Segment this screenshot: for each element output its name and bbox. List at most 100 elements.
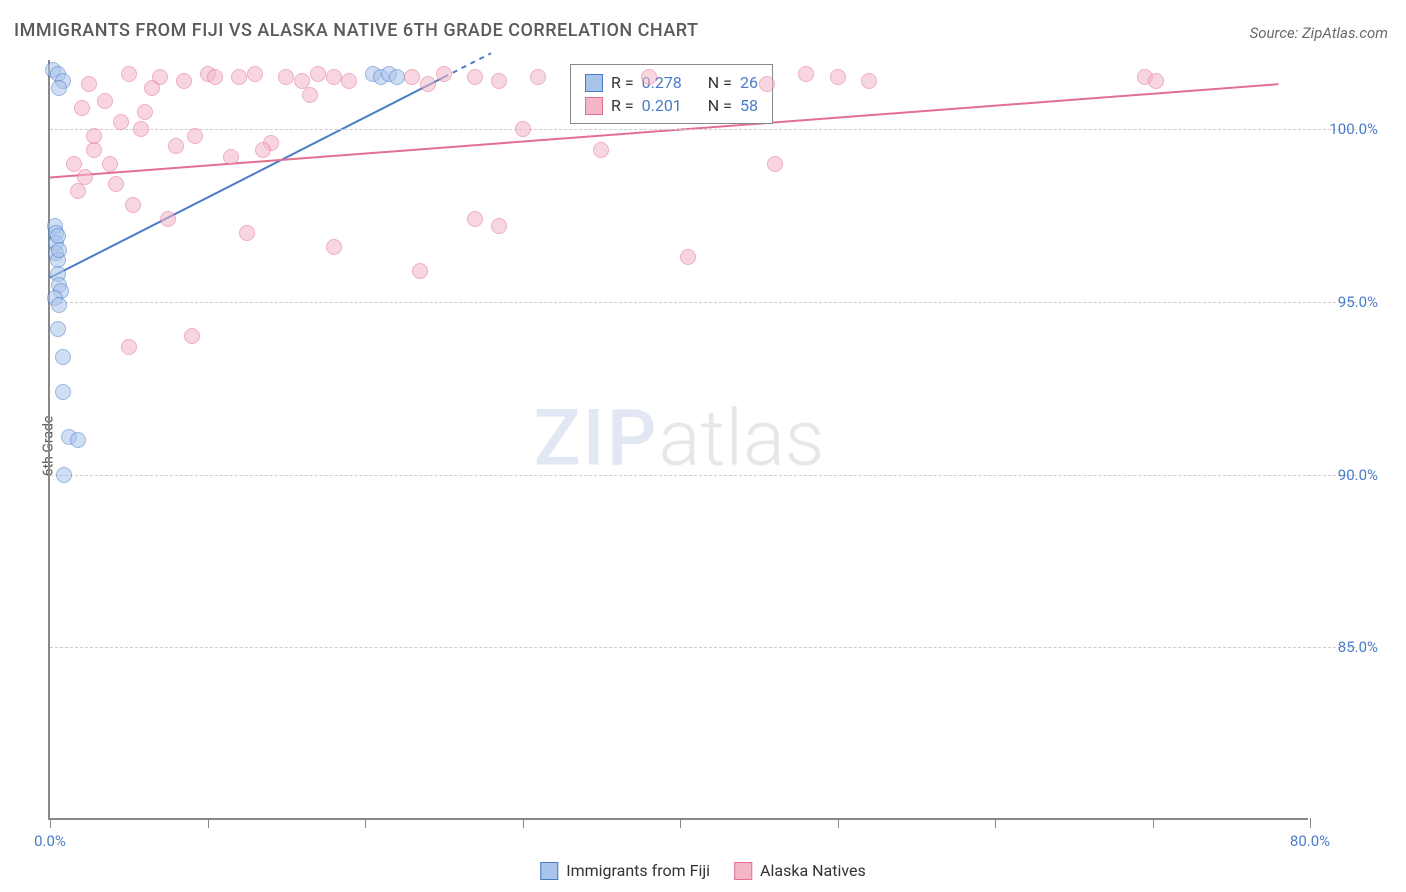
scatter-point <box>798 66 814 82</box>
scatter-point <box>176 73 192 89</box>
scatter-point <box>223 149 239 165</box>
scatter-point <box>239 225 255 241</box>
source-value: ZipAtlas.com <box>1302 24 1388 42</box>
scatter-point <box>641 69 657 85</box>
scatter-point <box>121 339 137 355</box>
y-tick-label: 85.0% <box>1318 638 1378 656</box>
gridline-h <box>50 647 1356 648</box>
x-tick <box>680 818 681 828</box>
x-tick-label: 80.0% <box>1290 832 1330 850</box>
scatter-point <box>1148 73 1164 89</box>
y-tick-label: 90.0% <box>1318 466 1378 484</box>
scatter-point <box>759 76 775 92</box>
x-tick <box>838 818 839 828</box>
scatter-point <box>133 121 149 137</box>
legend-r-label: R = <box>611 73 634 92</box>
x-tick <box>523 818 524 828</box>
scatter-point <box>310 66 326 82</box>
scatter-point <box>467 211 483 227</box>
scatter-point <box>66 156 82 172</box>
scatter-point <box>187 128 203 144</box>
scatter-point <box>530 69 546 85</box>
scatter-point <box>152 69 168 85</box>
plot-area: ZIPatlas R =0.278N =26R =0.201N =58 85.0… <box>48 60 1308 820</box>
y-tick-label: 100.0% <box>1318 120 1378 138</box>
gridline-h <box>50 302 1356 303</box>
scatter-point <box>51 80 67 96</box>
trend-lines <box>50 60 1308 818</box>
scatter-point <box>102 156 118 172</box>
scatter-point <box>70 183 86 199</box>
x-tick <box>208 818 209 828</box>
scatter-point <box>767 156 783 172</box>
source-prefix: Source: <box>1250 24 1302 42</box>
scatter-point <box>51 297 67 313</box>
stats-legend: R =0.278N =26R =0.201N =58 <box>570 64 773 124</box>
scatter-point <box>108 176 124 192</box>
scatter-point <box>231 69 247 85</box>
legend-n-value: 26 <box>740 73 758 92</box>
scatter-point <box>302 87 318 103</box>
series-legend-label: Alaska Natives <box>760 861 866 880</box>
scatter-point <box>81 76 97 92</box>
scatter-point <box>113 114 129 130</box>
gridline-h <box>50 129 1356 130</box>
series-legend: Immigrants from Fiji Alaska Natives <box>540 861 866 880</box>
x-tick-label: 0.0% <box>34 832 66 850</box>
scatter-point <box>326 69 342 85</box>
x-tick <box>1310 818 1311 828</box>
scatter-point <box>255 142 271 158</box>
x-tick <box>995 818 996 828</box>
source-attribution: Source: ZipAtlas.com <box>1250 24 1388 42</box>
scatter-point <box>593 142 609 158</box>
chart-title: IMMIGRANTS FROM FIJI VS ALASKA NATIVE 6T… <box>14 20 698 41</box>
legend-r-label: R = <box>611 96 634 115</box>
scatter-point <box>168 138 184 154</box>
scatter-point <box>55 384 71 400</box>
scatter-point <box>121 66 137 82</box>
x-tick <box>365 818 366 828</box>
scatter-point <box>467 69 483 85</box>
scatter-point <box>412 263 428 279</box>
legend-n-value: 58 <box>740 96 758 115</box>
scatter-point <box>125 197 141 213</box>
scatter-point <box>86 142 102 158</box>
scatter-point <box>404 69 420 85</box>
stats-legend-row: R =0.201N =58 <box>585 94 758 117</box>
scatter-point <box>160 211 176 227</box>
scatter-point <box>491 218 507 234</box>
scatter-point <box>56 467 72 483</box>
scatter-point <box>51 242 67 258</box>
x-tick <box>50 818 51 828</box>
scatter-point <box>420 76 436 92</box>
scatter-point <box>74 100 90 116</box>
x-tick <box>1153 818 1154 828</box>
scatter-point <box>184 328 200 344</box>
gridline-h <box>50 475 1356 476</box>
scatter-point <box>97 93 113 109</box>
scatter-point <box>515 121 531 137</box>
scatter-point <box>86 128 102 144</box>
scatter-point <box>137 104 153 120</box>
scatter-point <box>861 73 877 89</box>
legend-n-label: N = <box>708 73 732 92</box>
scatter-point <box>341 73 357 89</box>
scatter-point <box>436 66 452 82</box>
scatter-point <box>278 69 294 85</box>
stats-legend-row: R =0.278N =26 <box>585 71 758 94</box>
legend-swatch <box>585 74 603 92</box>
y-tick-label: 95.0% <box>1318 293 1378 311</box>
legend-swatch <box>585 97 603 115</box>
scatter-point <box>207 69 223 85</box>
scatter-point <box>491 73 507 89</box>
chart-container: IMMIGRANTS FROM FIJI VS ALASKA NATIVE 6T… <box>0 0 1406 892</box>
series-legend-item: Immigrants from Fiji <box>540 861 710 880</box>
scatter-point <box>55 349 71 365</box>
scatter-point <box>680 249 696 265</box>
series-legend-item: Alaska Natives <box>734 861 866 880</box>
scatter-point <box>326 239 342 255</box>
series-legend-label: Immigrants from Fiji <box>566 861 710 880</box>
legend-swatch <box>540 862 558 880</box>
scatter-point <box>389 69 405 85</box>
legend-r-value: 0.201 <box>642 96 682 115</box>
